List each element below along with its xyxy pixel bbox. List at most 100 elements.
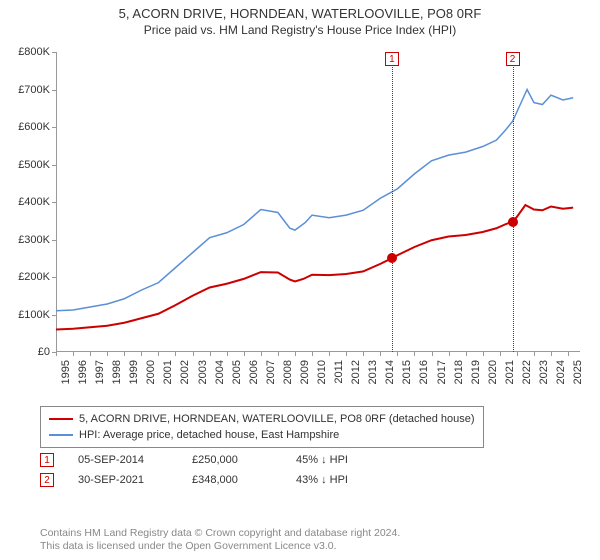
x-tick-label: 2009 xyxy=(299,360,311,384)
x-tick-label: 2021 xyxy=(504,360,516,384)
y-tick xyxy=(52,277,56,278)
x-tick xyxy=(363,352,364,356)
x-tick xyxy=(534,352,535,356)
x-tick-label: 2007 xyxy=(265,360,277,384)
sale-row-index: 2 xyxy=(40,473,54,487)
sale-marker-box: 1 xyxy=(385,52,399,66)
sale-point xyxy=(508,217,518,227)
x-tick-label: 1999 xyxy=(128,360,140,384)
x-tick-label: 2008 xyxy=(282,360,294,384)
footer-line-1: Contains HM Land Registry data © Crown c… xyxy=(40,527,400,541)
legend-label: 5, ACORN DRIVE, HORNDEAN, WATERLOOVILLE,… xyxy=(79,411,475,427)
x-tick xyxy=(73,352,74,356)
x-tick-label: 2000 xyxy=(145,360,157,384)
x-tick xyxy=(346,352,347,356)
chart-container: 5, ACORN DRIVE, HORNDEAN, WATERLOOVILLE,… xyxy=(0,0,600,560)
legend-label: HPI: Average price, detached house, East… xyxy=(79,427,339,443)
x-tick xyxy=(158,352,159,356)
x-tick xyxy=(90,352,91,356)
sale-date: 30-SEP-2021 xyxy=(78,474,168,486)
sales-table: 105-SEP-2014£250,00045% ↓ HPI 2 30-SEP-202… xyxy=(40,450,386,490)
y-tick-label: £400K xyxy=(18,196,50,208)
x-tick-label: 1995 xyxy=(60,360,72,384)
x-tick xyxy=(278,352,279,356)
y-tick xyxy=(52,240,56,241)
x-tick-label: 2023 xyxy=(538,360,550,384)
x-tick-label: 1996 xyxy=(77,360,89,384)
x-tick-label: 1998 xyxy=(111,360,123,384)
series-hpi xyxy=(56,90,573,311)
sale-price: £250,000 xyxy=(192,454,272,466)
sale-row: 105-SEP-2014£250,00045% ↓ HPI xyxy=(40,450,386,470)
x-tick-label: 2005 xyxy=(231,360,243,384)
x-tick xyxy=(449,352,450,356)
y-tick-label: £200K xyxy=(18,271,50,283)
sale-price: £348,000 xyxy=(192,474,272,486)
x-tick xyxy=(312,352,313,356)
y-tick-label: £500K xyxy=(18,159,50,171)
x-tick xyxy=(397,352,398,356)
legend-swatch xyxy=(49,434,73,436)
sale-row-index: 1 xyxy=(40,453,54,467)
line-layer xyxy=(56,52,580,352)
x-tick-label: 2006 xyxy=(248,360,260,384)
footer-attribution: Contains HM Land Registry data © Crown c… xyxy=(40,527,400,554)
y-tick-label: £100K xyxy=(18,309,50,321)
x-tick-label: 2017 xyxy=(436,360,448,384)
y-tick-label: £300K xyxy=(18,234,50,246)
legend-swatch xyxy=(49,418,73,420)
x-tick-label: 2014 xyxy=(384,360,396,384)
x-tick-label: 2020 xyxy=(487,360,499,384)
sale-row: 2 30-SEP-2021 £348,000 43% ↓ HPI xyxy=(40,470,386,490)
x-tick xyxy=(432,352,433,356)
y-tick xyxy=(52,165,56,166)
y-tick xyxy=(52,90,56,91)
chart-area: £0£100K£200K£300K£400K£500K£600K£700K£80… xyxy=(10,48,590,400)
x-tick-label: 2024 xyxy=(555,360,567,384)
x-tick-label: 2025 xyxy=(572,360,584,384)
x-tick xyxy=(124,352,125,356)
x-tick-label: 2016 xyxy=(418,360,430,384)
y-tick-label: £700K xyxy=(18,84,50,96)
x-tick xyxy=(466,352,467,356)
x-tick xyxy=(175,352,176,356)
x-tick xyxy=(568,352,569,356)
footer-line-2: This data is licensed under the Open Gov… xyxy=(40,540,400,554)
x-tick-label: 2019 xyxy=(470,360,482,384)
x-tick xyxy=(380,352,381,356)
x-tick-label: 2004 xyxy=(214,360,226,384)
x-tick xyxy=(500,352,501,356)
y-tick xyxy=(52,315,56,316)
y-tick-label: £0 xyxy=(38,346,50,358)
x-tick xyxy=(517,352,518,356)
x-tick xyxy=(141,352,142,356)
x-tick xyxy=(56,352,57,356)
x-tick xyxy=(261,352,262,356)
chart-title: 5, ACORN DRIVE, HORNDEAN, WATERLOOVILLE,… xyxy=(0,0,600,21)
x-tick-label: 2001 xyxy=(162,360,174,384)
sale-marker-box: 2 xyxy=(506,52,520,66)
x-tick-label: 1997 xyxy=(94,360,106,384)
legend-row: HPI: Average price, detached house, East… xyxy=(49,427,475,443)
x-tick xyxy=(551,352,552,356)
x-tick-label: 2018 xyxy=(453,360,465,384)
sale-delta: 43% ↓ HPI xyxy=(296,474,386,486)
series-property xyxy=(56,205,573,330)
x-tick-label: 2013 xyxy=(367,360,379,384)
y-tick-label: £800K xyxy=(18,46,50,58)
legend: 5, ACORN DRIVE, HORNDEAN, WATERLOOVILLE,… xyxy=(40,406,484,448)
sale-point xyxy=(387,253,397,263)
x-tick-label: 2015 xyxy=(401,360,413,384)
sale-marker-line xyxy=(513,52,514,352)
x-tick xyxy=(295,352,296,356)
x-tick xyxy=(414,352,415,356)
x-tick xyxy=(107,352,108,356)
x-tick-label: 2012 xyxy=(350,360,362,384)
y-tick xyxy=(52,52,56,53)
sale-marker-line xyxy=(392,52,393,352)
chart-subtitle: Price paid vs. HM Land Registry's House … xyxy=(0,21,600,37)
x-tick-label: 2010 xyxy=(316,360,328,384)
x-tick xyxy=(227,352,228,356)
y-tick xyxy=(52,202,56,203)
x-tick-label: 2003 xyxy=(197,360,209,384)
